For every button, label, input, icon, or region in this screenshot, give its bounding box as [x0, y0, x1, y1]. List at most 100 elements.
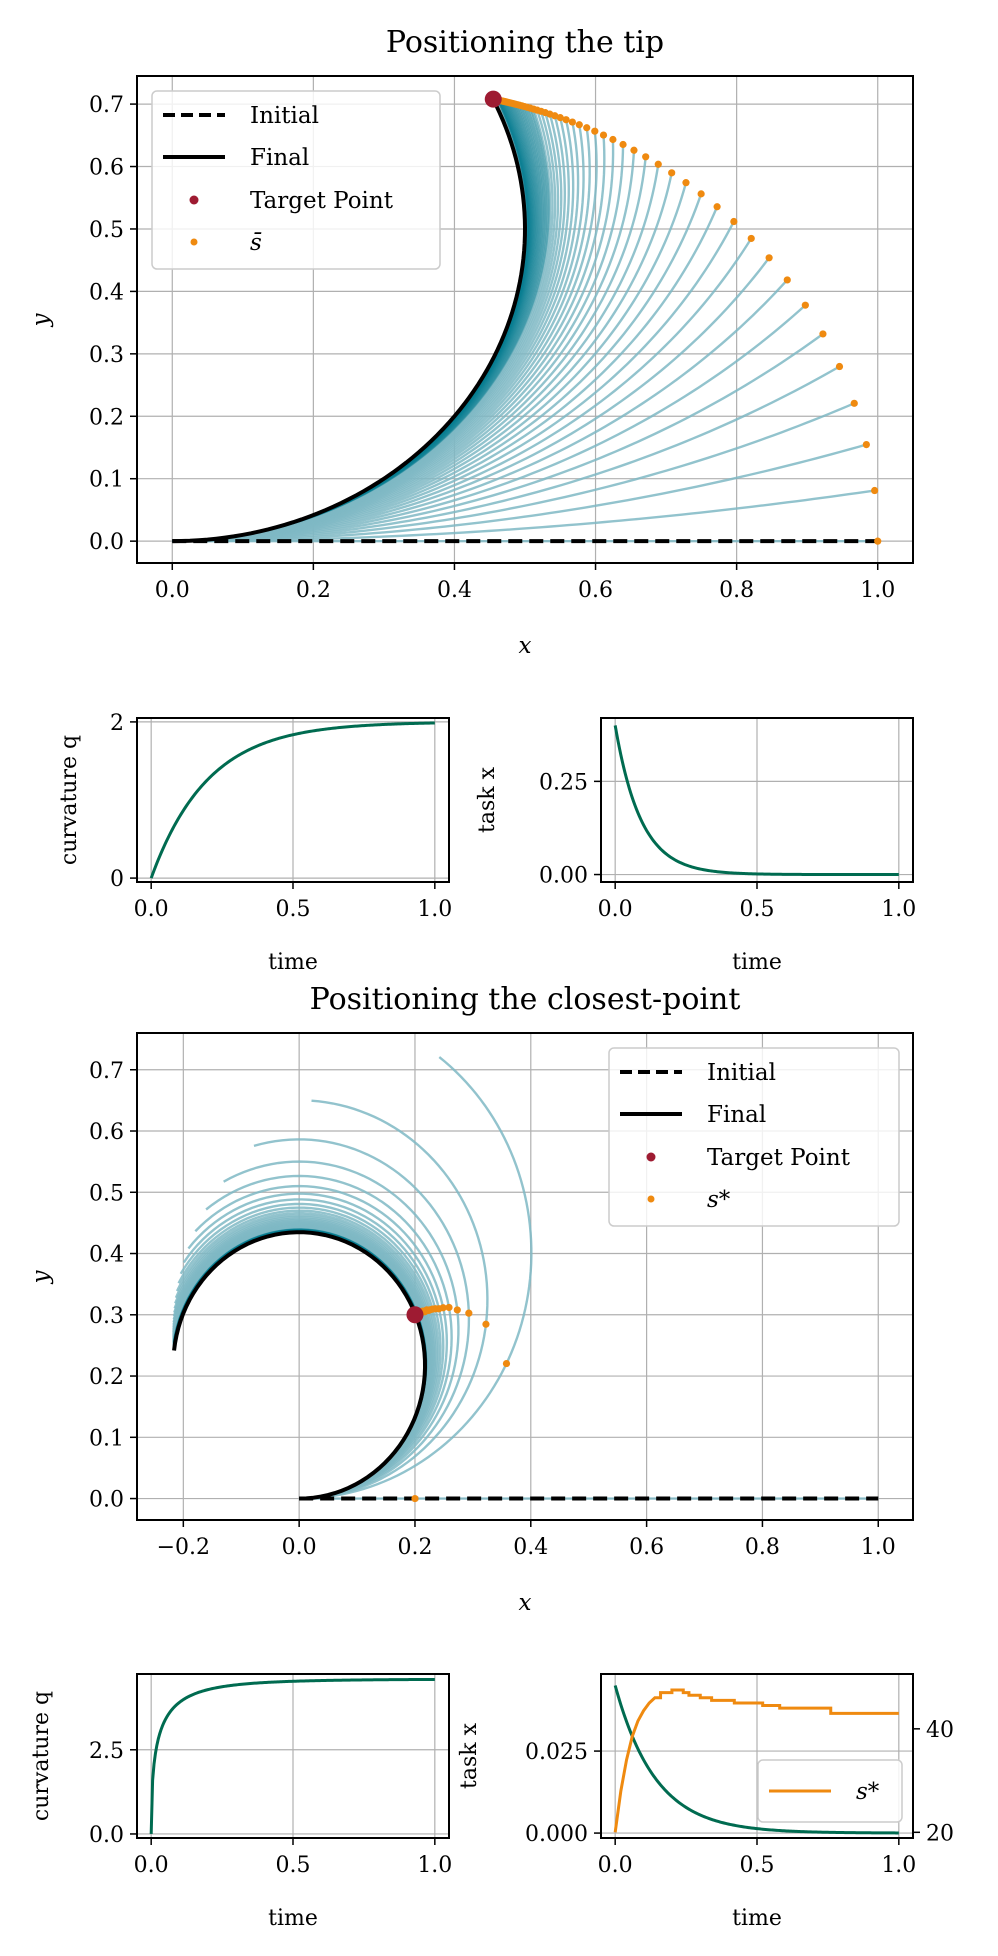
cp-curv-grid	[137, 1674, 449, 1838]
legend-initial-label: Initial	[707, 1060, 776, 1086]
target-point	[406, 1306, 424, 1324]
tip-task-ticks: 0.0 0.5 1.0 0.00 0.25	[539, 770, 916, 922]
tip-main-final-curve	[172, 98, 528, 544]
cp-task-ticks: 0.0 0.5 1.0 0.000 0.025 20 40	[525, 1718, 954, 1878]
marker-point	[697, 190, 705, 198]
x-tick-label: 0.5	[276, 1853, 311, 1878]
marker-point	[874, 537, 882, 545]
y-tick-label: 0.4	[89, 280, 124, 305]
marker-point	[591, 127, 599, 135]
marker-point	[630, 146, 638, 154]
y2-tick-label: 20	[926, 1821, 954, 1846]
y-tick-label: 0.4	[89, 1243, 124, 1268]
tip-curv-ylabel-text: curvature q	[57, 735, 82, 865]
marker-point	[783, 276, 791, 284]
y-tick-label: 0.5	[89, 1181, 124, 1206]
marker-point	[835, 362, 844, 371]
y-tick-label: 0.3	[89, 1304, 124, 1329]
series-line	[149, 1677, 435, 1834]
y-tick-label: 0.6	[89, 156, 124, 181]
cp-curv-ticks: 0.0 0.5 1.0 0.0 2.5	[89, 1739, 452, 1878]
x-tick-label: −0.2	[157, 1535, 210, 1560]
marker-point	[682, 179, 690, 187]
cp-main-xlabel: x	[519, 1590, 532, 1616]
y-tick-label: 2.5	[89, 1739, 124, 1764]
series-line	[613, 725, 899, 877]
tip-main-xlabel: x	[519, 633, 532, 659]
legend-sstar-swatch	[647, 1195, 655, 1203]
marker-point	[609, 135, 617, 144]
y-tick-label: 0.6	[89, 1120, 124, 1145]
x-tick-label: 0.0	[282, 1535, 317, 1560]
x-tick-label: 0.8	[745, 1535, 780, 1560]
legend-sbar-swatch	[190, 238, 198, 246]
marker-point	[445, 1303, 453, 1312]
y-tick-label: 0.0	[89, 530, 124, 555]
marker-point	[411, 1494, 419, 1503]
cp-task-ylabel: task x	[457, 1722, 482, 1789]
marker-point	[850, 399, 858, 407]
marker-point	[619, 140, 627, 149]
tip-curv-ticks: 0.0 0.5 1.0 0 2	[110, 711, 452, 922]
cp-main-legend: Initial Final Target Point s*	[608, 1047, 900, 1227]
y-tick-label: 0.0	[89, 1488, 124, 1513]
tip-curv-grid	[137, 718, 449, 882]
y-tick-label: 0.3	[89, 343, 124, 368]
cp-main-target-point	[406, 1306, 424, 1324]
x-tick-label: 0.8	[719, 578, 754, 603]
x-tick-label: 0.6	[578, 578, 613, 603]
tip-main-legend: Initial Final Target Point s̄	[151, 90, 441, 270]
tip-main-target-point	[484, 90, 502, 108]
x-tick-label: 0.6	[629, 1535, 664, 1560]
y-tick-label: 0.25	[539, 770, 588, 795]
x-tick-label: 1.0	[417, 1853, 452, 1878]
marker-point	[642, 153, 650, 161]
x-tick-label: 1.0	[861, 1535, 896, 1560]
y-tick-label: 0.7	[89, 1059, 124, 1084]
tip-main-chart: Positioning the tip 0.0 0.2 0.4 0.6 0.8 1.0 0.…	[28, 25, 914, 659]
marker-point	[568, 118, 577, 126]
marker-point	[871, 486, 879, 495]
marker-point	[713, 203, 721, 211]
marker-point	[502, 1359, 511, 1368]
y-tick-label: 0.000	[525, 1822, 588, 1847]
final-rod	[172, 98, 528, 544]
y2-tick-label: 40	[926, 1718, 954, 1743]
legend-target-label: Target Point	[250, 188, 394, 214]
legend-target-label: Target Point	[707, 1145, 851, 1171]
x-tick-label: 1.0	[881, 1853, 916, 1878]
rod-curve	[299, 1056, 533, 1500]
marker-point	[453, 1306, 461, 1314]
legend-sbar-label: s̄	[250, 230, 262, 256]
legend-final-label: Final	[250, 145, 309, 171]
legend-sstar-label: s*	[856, 1779, 880, 1805]
x-tick-label: 0.5	[740, 1853, 775, 1878]
x-tick-label: 0.5	[276, 897, 311, 922]
cp-task-xlabel: time	[732, 1906, 782, 1931]
tip-curv-xlabel: time	[268, 950, 318, 975]
marker-point	[668, 169, 676, 177]
cp-curv-xlabel: time	[268, 1906, 318, 1931]
marker-point	[747, 234, 755, 243]
x-tick-label: 0.0	[598, 1853, 633, 1878]
x-tick-label: 1.0	[417, 897, 452, 922]
x-tick-label: 1.0	[860, 578, 895, 603]
cp-main-final-curve	[172, 1230, 428, 1501]
y-tick-label: 2	[110, 711, 124, 736]
y-tick-label: 0.7	[89, 93, 124, 118]
tip-main-title: Positioning the tip	[386, 25, 664, 60]
rod-curve	[299, 1099, 489, 1500]
cp-main-frame	[136, 1032, 914, 1521]
cp-main-ticks: −0.2 0.0 0.2 0.4 0.6 0.8 1.0 0.0 0.1 0.2 0.3 0.4 0.5…	[89, 1059, 896, 1560]
cp-curv-ylabel: curvature q	[29, 1691, 54, 1821]
tip-task-grid	[601, 718, 913, 882]
marker-point	[575, 121, 583, 129]
x-tick-label: 0.2	[296, 578, 331, 603]
marker-point	[862, 440, 870, 449]
marker-point	[801, 301, 809, 309]
marker-point	[465, 1309, 473, 1317]
rod-curve	[253, 1138, 471, 1500]
x-tick-label: 0.0	[134, 897, 169, 922]
marker-point	[654, 160, 662, 168]
x-tick-label: 0.0	[134, 1853, 169, 1878]
